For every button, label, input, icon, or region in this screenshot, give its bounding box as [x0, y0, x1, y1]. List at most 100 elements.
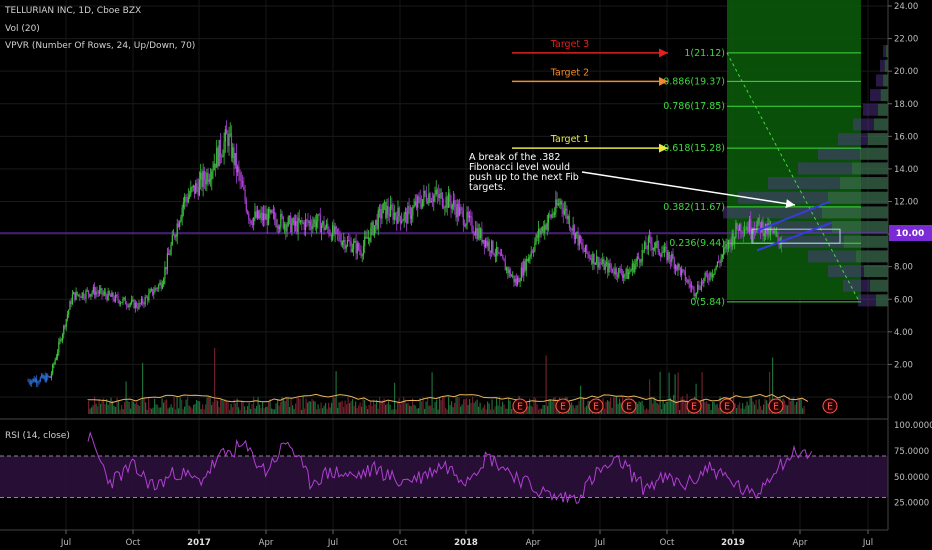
candle-body — [299, 220, 302, 222]
candle-body — [253, 217, 255, 226]
candle-body — [412, 207, 414, 216]
candle-body — [524, 261, 526, 271]
volume-bar — [430, 405, 432, 414]
candle-body — [192, 185, 194, 188]
candle-body — [324, 227, 326, 231]
candle-body — [37, 382, 39, 384]
volume-bar — [94, 396, 96, 414]
candle-body — [579, 235, 582, 243]
candle-body — [520, 267, 522, 281]
candle-body — [180, 217, 182, 222]
candle-body — [127, 305, 129, 307]
candle-body — [393, 212, 395, 220]
volume-bar — [442, 397, 444, 414]
candle-body — [43, 376, 45, 379]
volume-bar — [149, 407, 151, 414]
candle-body — [445, 196, 447, 208]
candle-body — [540, 230, 542, 235]
rsi-legend[interactable]: RSI (14, close) — [5, 431, 70, 441]
volume-bar — [319, 408, 321, 414]
candle-body — [534, 242, 536, 251]
candle-body — [605, 262, 608, 265]
candle-body — [258, 210, 260, 219]
candle-body — [757, 217, 759, 225]
candle-body — [369, 237, 371, 242]
volume-bar — [346, 404, 348, 414]
candle-body — [427, 201, 429, 204]
candle-body — [641, 249, 643, 262]
volume-bar — [278, 405, 280, 414]
candle-body — [366, 236, 368, 239]
symbol-legend[interactable]: TELLURIAN INC, 1D, Cboe BZX — [5, 6, 142, 16]
candle-body — [671, 253, 673, 262]
candle-body — [184, 196, 186, 203]
candle-body — [505, 267, 508, 271]
candle-body — [283, 224, 286, 229]
volume-bar — [539, 408, 541, 414]
candle-body — [531, 251, 534, 253]
candle-body — [491, 240, 493, 253]
earnings-icon[interactable] — [719, 398, 735, 414]
candle-body — [682, 269, 684, 271]
earnings-icon[interactable] — [686, 398, 702, 414]
candle-body — [179, 221, 181, 227]
volume-profile-up — [864, 265, 888, 278]
target-label: Target 1 — [550, 134, 589, 145]
candle-body — [365, 236, 367, 238]
candle-body — [248, 213, 250, 220]
y-tick-label: 18.00 — [894, 100, 918, 110]
volume-legend[interactable]: Vol (20) — [5, 24, 40, 34]
candle-body — [154, 288, 156, 293]
candle-body — [508, 269, 510, 274]
candle-body — [276, 226, 278, 227]
candle-body — [455, 207, 457, 218]
earnings-icon[interactable] — [621, 398, 637, 414]
earnings-icon[interactable] — [768, 398, 784, 414]
earnings-icon[interactable] — [512, 398, 528, 414]
volume-bar — [241, 400, 243, 414]
candle-body — [399, 216, 402, 224]
candle-body — [262, 213, 265, 221]
candle-body — [94, 287, 96, 296]
candle-body — [357, 243, 360, 250]
volume-bar — [496, 397, 498, 414]
candle-body — [376, 219, 378, 229]
volume-bar — [614, 397, 616, 414]
volume-bar — [128, 401, 130, 414]
candle-body — [287, 217, 289, 226]
candle-body — [66, 314, 69, 320]
earnings-icon[interactable] — [822, 398, 838, 414]
candle-body — [188, 194, 191, 197]
volume-bar — [253, 396, 255, 414]
candle-body — [398, 207, 400, 217]
candle-body — [615, 268, 617, 276]
candle-body — [713, 273, 715, 275]
fib-label: 0.886(19.37) — [663, 76, 725, 87]
vpvr-legend[interactable]: VPVR (Number Of Rows, 24, Up/Down, 70) — [5, 41, 196, 51]
volume-bar — [325, 403, 327, 414]
volume-bar — [667, 401, 669, 414]
candle-body — [402, 220, 404, 222]
x-tick-label: Jul — [60, 538, 71, 548]
volume-bar — [736, 407, 738, 414]
candle-body — [424, 190, 426, 195]
volume-bar — [418, 408, 420, 414]
candle-body — [403, 214, 405, 221]
x-tick-label: Oct — [660, 538, 675, 548]
volume-bar — [92, 405, 94, 414]
candle-body — [340, 240, 342, 246]
candle-body — [452, 200, 455, 205]
earnings-icon[interactable] — [588, 398, 604, 414]
candle-body — [53, 363, 55, 365]
channel-top — [756, 200, 831, 232]
candle-body — [632, 263, 635, 272]
candle-body — [563, 210, 566, 215]
volume-bar — [536, 404, 538, 414]
volume-bar — [377, 408, 379, 414]
candle-body — [134, 302, 136, 309]
candle-body — [705, 273, 707, 275]
volume-bar — [766, 400, 768, 414]
earnings-icon[interactable] — [555, 398, 571, 414]
volume-bar — [322, 408, 324, 414]
volume-profile-up — [856, 250, 888, 263]
